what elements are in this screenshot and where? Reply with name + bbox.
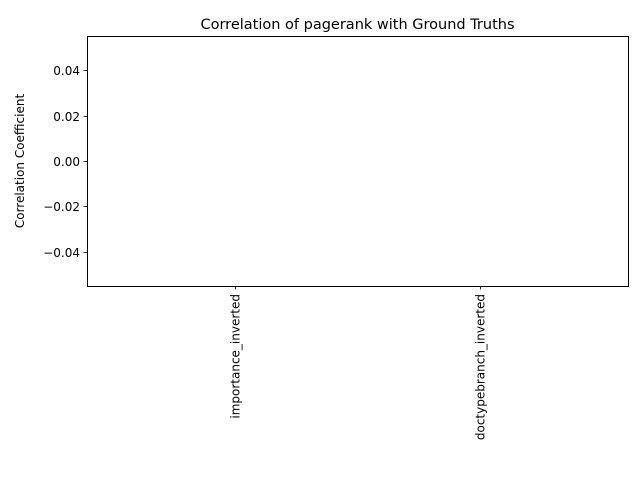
plot-frame xyxy=(87,36,629,287)
y-axis-label: Correlation Coefficient xyxy=(13,94,27,229)
y-tick-label: −0.02 xyxy=(43,200,80,214)
y-axis: −0.04 −0.02 0.00 0.02 0.04 xyxy=(43,64,87,260)
x-tick-label: doctypebranch_inverted xyxy=(474,294,488,440)
x-tick-label: importance_inverted xyxy=(229,294,243,419)
y-tick-label: −0.04 xyxy=(43,246,80,260)
chart-title: Correlation of pagerank with Ground Trut… xyxy=(200,17,514,33)
y-tick-label: 0.04 xyxy=(53,64,80,78)
y-tick-label: 0.00 xyxy=(53,155,80,169)
y-tick-label: 0.02 xyxy=(53,110,80,124)
x-axis: importance_inverted doctypebranch_inverte… xyxy=(229,286,488,440)
